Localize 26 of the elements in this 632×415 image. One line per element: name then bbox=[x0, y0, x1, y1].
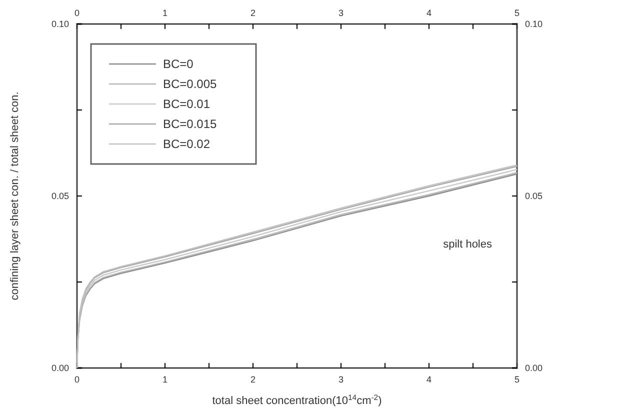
x2-tick-label: 1 bbox=[162, 374, 168, 384]
y2-tick-label: 0.05 bbox=[525, 190, 543, 201]
legend-label: BC=0.015 bbox=[163, 117, 218, 131]
legend-label: BC=0.01 bbox=[163, 97, 210, 111]
x-axis-title: total sheet concentration(10$^{14}$cm$^{-2}$) bbox=[212, 392, 382, 407]
x2-tick-label: 5 bbox=[514, 374, 520, 384]
x-tick-label: 1 bbox=[162, 8, 168, 18]
x2-tick-label: 3 bbox=[338, 374, 344, 384]
y-tick-label: 0.00 bbox=[51, 362, 69, 373]
y2-tick-label: 0.10 bbox=[525, 18, 543, 29]
x-tick-label: 5 bbox=[514, 8, 520, 18]
annotation: spilt holes bbox=[443, 238, 492, 251]
x2-tick-label: 4 bbox=[426, 374, 432, 384]
y2-tick-label: 0.00 bbox=[525, 362, 543, 373]
x-tick-label: 4 bbox=[426, 8, 432, 18]
y-axis-title: confining layer sheet con. / total sheet con. bbox=[9, 92, 21, 300]
x-tick-label: 0 bbox=[74, 8, 80, 18]
x2-tick-label: 2 bbox=[250, 374, 256, 384]
x-tick-label: 3 bbox=[338, 8, 344, 18]
x2-tick-label: 0 bbox=[74, 374, 80, 384]
legend-label: BC=0.005 bbox=[163, 77, 218, 91]
y-tick-label: 0.05 bbox=[51, 190, 69, 201]
legend-label: BC=0.02 bbox=[163, 137, 210, 151]
y-tick-label: 0.10 bbox=[51, 18, 69, 29]
legend-label: BC=0 bbox=[163, 57, 194, 71]
x-tick-label: 2 bbox=[250, 8, 256, 18]
